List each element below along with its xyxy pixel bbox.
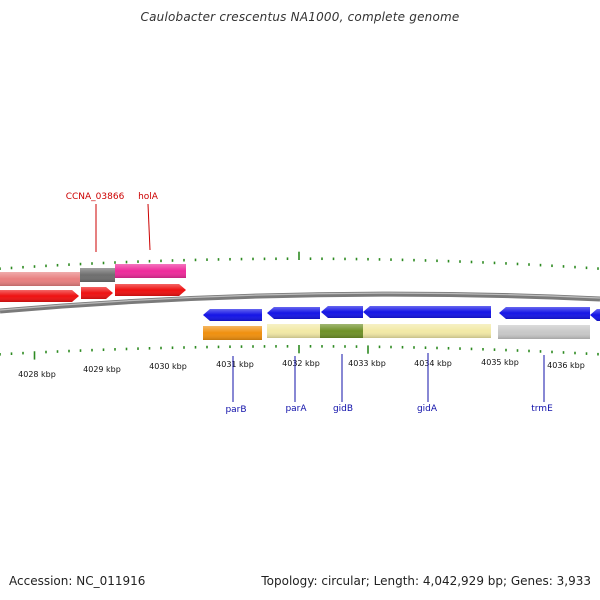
gene-g1-shading [0,290,79,302]
scale-label: 4028 kbp [18,370,56,379]
lower-tick-track [0,345,599,360]
gene-label-hola[interactable]: holA [138,192,159,202]
gene-g2-shading [81,287,113,299]
gene-label-para[interactable]: parA [285,404,307,414]
scale-label: 4036 kbp [547,361,585,370]
scale-label-group: 4028 kbp 4029 kbp 4030 kbp 4031 kbp 4032 kbp… [18,358,585,379]
scale-label: 4033 kbp [348,359,386,368]
gene-label-gidb[interactable]: gidB [333,404,353,414]
gene-gidB-shading [321,306,363,318]
gene-label-trme[interactable]: trmE [531,404,553,414]
gene-gidA-shading [363,306,491,318]
lower-gene-track [203,306,600,321]
gene-edge-shading [590,309,600,321]
gene-label-ccna_03866[interactable]: CCNA_03866 [66,192,125,202]
scale-label: 4035 kbp [481,358,519,367]
gene-label-gida[interactable]: gidA [417,404,438,414]
scale-label: 4034 kbp [414,359,452,368]
gene-label-parb[interactable]: parB [225,405,246,415]
backbone-arc [0,291,600,314]
backbone-highlight [0,292,600,311]
feature-lf3-shading [320,324,363,338]
gene-parA-shading [267,307,320,319]
feature-lf1-shading [203,326,262,340]
scale-label: 4031 kbp [216,360,254,369]
feature-f3-shading [115,264,186,278]
feature-lf2-shading [267,324,320,338]
gene-trmE-shading [499,307,590,319]
lower-feature-track [203,324,590,340]
gene-parB-shading [203,309,262,321]
upper-gene-track [0,284,186,302]
scale-label: 4029 kbp [83,365,121,374]
scale-label: 4032 kbp [282,359,320,368]
gene-label-group: CCNA_03866 holA parB parA gidB gidA trmE [66,192,553,415]
accession-text: Accession: NC_011916 [9,574,146,588]
page-title: Caulobacter crescentus NA1000, complete … [140,10,460,24]
feature-f2-shading [80,268,115,282]
feature-lf5-shading [498,325,590,339]
feature-lf4-shading [363,324,491,338]
upper-feature-track [0,264,186,286]
scale-label: 4030 kbp [149,362,187,371]
genome-summary-text: Topology: circular; Length: 4,042,929 bp… [261,574,591,588]
feature-f1-shading [0,272,80,286]
genome-backbone [0,291,600,314]
gene-g3-shading [115,284,186,296]
upper-tick-track [0,251,599,270]
label-leader-line [147,203,151,251]
